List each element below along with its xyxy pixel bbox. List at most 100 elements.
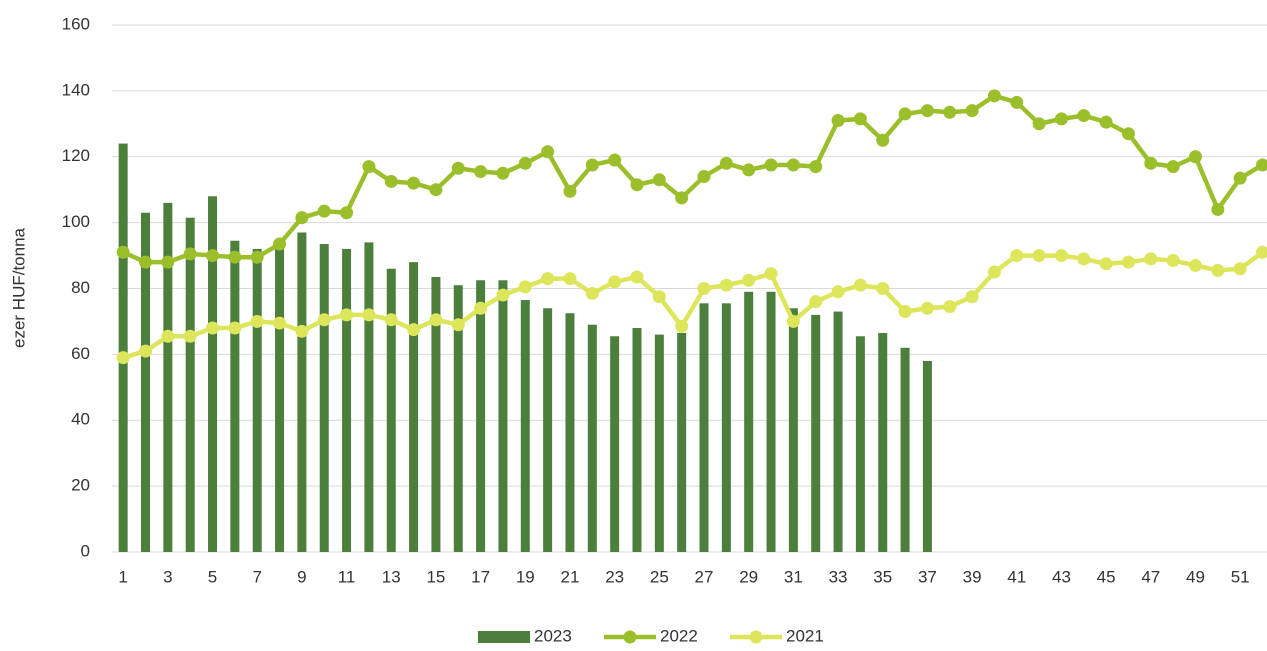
point	[295, 324, 309, 338]
point	[630, 270, 644, 284]
bar	[587, 324, 597, 552]
bar	[811, 314, 821, 552]
point	[608, 153, 622, 167]
x-tick-label: 49	[1186, 567, 1205, 586]
point	[1233, 262, 1247, 276]
point	[987, 89, 1001, 103]
point	[116, 351, 130, 365]
line	[122, 250, 1264, 360]
y-tick-label: 80	[71, 278, 90, 297]
x-tick-label: 47	[1141, 567, 1160, 586]
bar	[163, 202, 173, 553]
x-tick-label: 1	[118, 567, 127, 586]
bar	[141, 212, 151, 552]
point	[809, 160, 823, 174]
point	[831, 285, 845, 299]
point	[898, 305, 912, 319]
bar	[610, 336, 620, 552]
point	[116, 245, 130, 259]
bar	[275, 248, 285, 552]
point	[965, 104, 979, 118]
x-tick-label: 29	[739, 567, 758, 586]
point	[295, 211, 309, 225]
point	[943, 105, 957, 119]
legend-label: 2022	[660, 626, 698, 645]
bar	[431, 276, 441, 552]
y-tick-label: 0	[81, 541, 90, 560]
bar	[342, 248, 352, 552]
legend-label: 2023	[534, 626, 572, 645]
point	[474, 301, 488, 315]
point	[898, 107, 912, 121]
point	[474, 165, 488, 179]
point	[987, 265, 1001, 279]
bar	[476, 280, 486, 552]
point	[139, 344, 153, 358]
point	[1077, 252, 1091, 266]
point	[1166, 254, 1180, 268]
legend-swatch	[478, 631, 530, 643]
point	[183, 329, 197, 343]
bar	[922, 360, 932, 552]
point	[228, 250, 242, 264]
point	[697, 170, 711, 184]
y-tick-label: 160	[62, 14, 90, 33]
point	[340, 308, 354, 322]
point	[1032, 117, 1046, 131]
bar	[677, 332, 687, 552]
point	[1188, 150, 1202, 164]
point	[675, 319, 689, 333]
point	[853, 112, 867, 126]
x-tick-label: 41	[1007, 567, 1026, 586]
bar	[297, 232, 307, 552]
point	[317, 204, 331, 218]
point	[250, 250, 264, 264]
bar	[386, 268, 396, 552]
x-tick-label: 27	[695, 567, 714, 586]
point	[273, 237, 287, 251]
x-tick-label: 31	[784, 567, 803, 586]
point	[1054, 249, 1068, 263]
x-tick-label: 35	[873, 567, 892, 586]
point	[161, 255, 175, 269]
point	[384, 313, 398, 327]
bar	[185, 217, 195, 552]
x-tick-label: 23	[605, 567, 624, 586]
point	[206, 249, 220, 263]
bar	[520, 300, 530, 552]
point	[183, 247, 197, 261]
x-tick-label: 5	[208, 567, 217, 586]
bar	[498, 280, 508, 552]
y-tick-label: 120	[62, 146, 90, 165]
bar	[788, 308, 798, 552]
point	[362, 308, 376, 322]
point	[563, 184, 577, 198]
point	[139, 255, 153, 269]
x-tick-label: 15	[426, 567, 445, 586]
point	[541, 272, 555, 286]
x-tick-label: 43	[1052, 567, 1071, 586]
bar	[632, 328, 642, 552]
bar	[453, 285, 463, 552]
line	[122, 93, 1264, 265]
point	[876, 282, 890, 295]
x-tick-label: 45	[1097, 567, 1116, 586]
x-tick-label: 9	[297, 567, 306, 586]
bar	[721, 303, 731, 552]
point	[764, 267, 778, 281]
point	[585, 286, 599, 300]
bar	[855, 336, 865, 552]
x-tick-label: 39	[963, 567, 982, 586]
point	[1032, 249, 1046, 263]
x-tick-label: 7	[252, 567, 261, 586]
y-tick-label: 60	[71, 344, 90, 363]
bar	[118, 143, 128, 552]
point	[675, 191, 689, 205]
point	[1010, 249, 1024, 263]
bar	[699, 303, 709, 552]
point	[384, 174, 398, 188]
point	[920, 301, 934, 315]
point	[407, 176, 421, 190]
bar	[319, 244, 329, 553]
